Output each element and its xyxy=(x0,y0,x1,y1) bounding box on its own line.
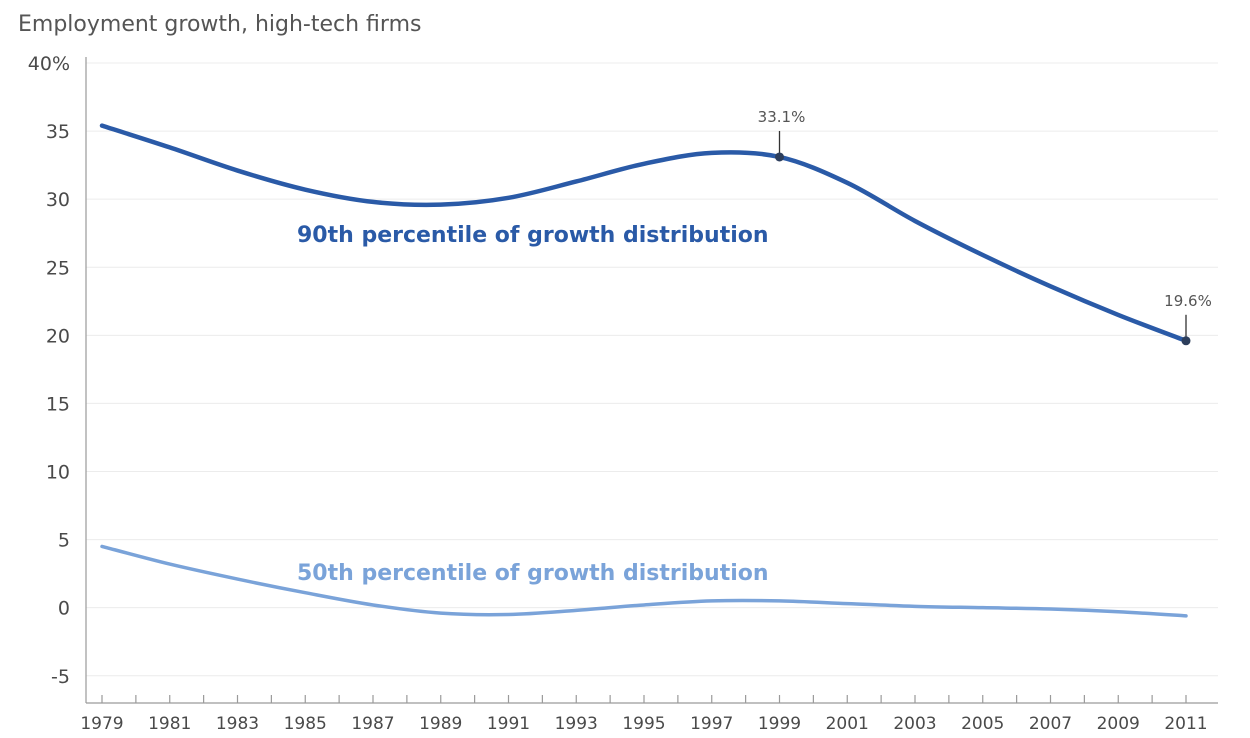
x-tick-label: 1993 xyxy=(555,714,598,734)
x-tick-label: 1981 xyxy=(148,714,191,734)
x-tick-label: 1983 xyxy=(216,714,259,734)
annotation-point xyxy=(775,152,784,162)
x-tick-label: 2005 xyxy=(961,714,1004,734)
annotations: 33.1% 19.6% xyxy=(758,108,1212,346)
x-tick-label: 1985 xyxy=(284,714,327,734)
y-tick-label: -5 xyxy=(51,666,70,688)
annotation-label: 19.6% xyxy=(1164,292,1212,310)
x-tick-label: 1995 xyxy=(622,714,665,734)
annotation-label: 33.1% xyxy=(758,108,806,126)
x-tick-label: 2009 xyxy=(1097,714,1140,734)
x-tick-label: 2011 xyxy=(1164,714,1207,734)
axes xyxy=(85,57,1218,704)
series-label: 50th percentile of growth distribution xyxy=(297,561,769,586)
y-axis-ticks: 40% 35 30 25 20 15 10 5 0 -5 xyxy=(28,53,70,688)
series-lines xyxy=(99,123,1189,618)
x-tick-label: 2003 xyxy=(893,714,936,734)
y-tick-label: 25 xyxy=(46,257,70,279)
x-tick-label: 1991 xyxy=(487,714,530,734)
y-tick-label: 35 xyxy=(46,121,70,143)
x-tick-label: 1979 xyxy=(80,714,123,734)
y-tick-label: 0 xyxy=(58,598,70,620)
y-tick-label: 5 xyxy=(58,530,70,552)
series-labels: 90th percentile of growth distribution 50… xyxy=(297,223,769,586)
x-tick-label: 1989 xyxy=(419,714,462,734)
x-tick-label: 1997 xyxy=(690,714,733,734)
y-tick-label: 10 xyxy=(46,462,70,484)
y-tick-label: 40% xyxy=(28,53,70,75)
x-tick-label: 1999 xyxy=(758,714,801,734)
x-tick-label: 2001 xyxy=(826,714,869,734)
series-label: 90th percentile of growth distribution xyxy=(297,223,769,248)
chart-title: Employment growth, high-tech firms xyxy=(18,12,422,37)
series-line-50th-percentile xyxy=(100,544,1188,618)
annotation-point xyxy=(1181,336,1191,346)
gridlines xyxy=(86,62,1218,677)
x-tick-label: 1987 xyxy=(351,714,394,734)
series-line-90th-percentile xyxy=(99,123,1189,344)
y-tick-label: 15 xyxy=(46,393,70,415)
y-tick-label: 20 xyxy=(46,325,70,347)
x-tick-label: 2007 xyxy=(1029,714,1072,734)
x-axis-ticks: 1979 1981 1983 1985 1987 1989 1991 1993 1995 1997… xyxy=(80,714,1207,734)
y-tick-label: 30 xyxy=(46,189,70,211)
